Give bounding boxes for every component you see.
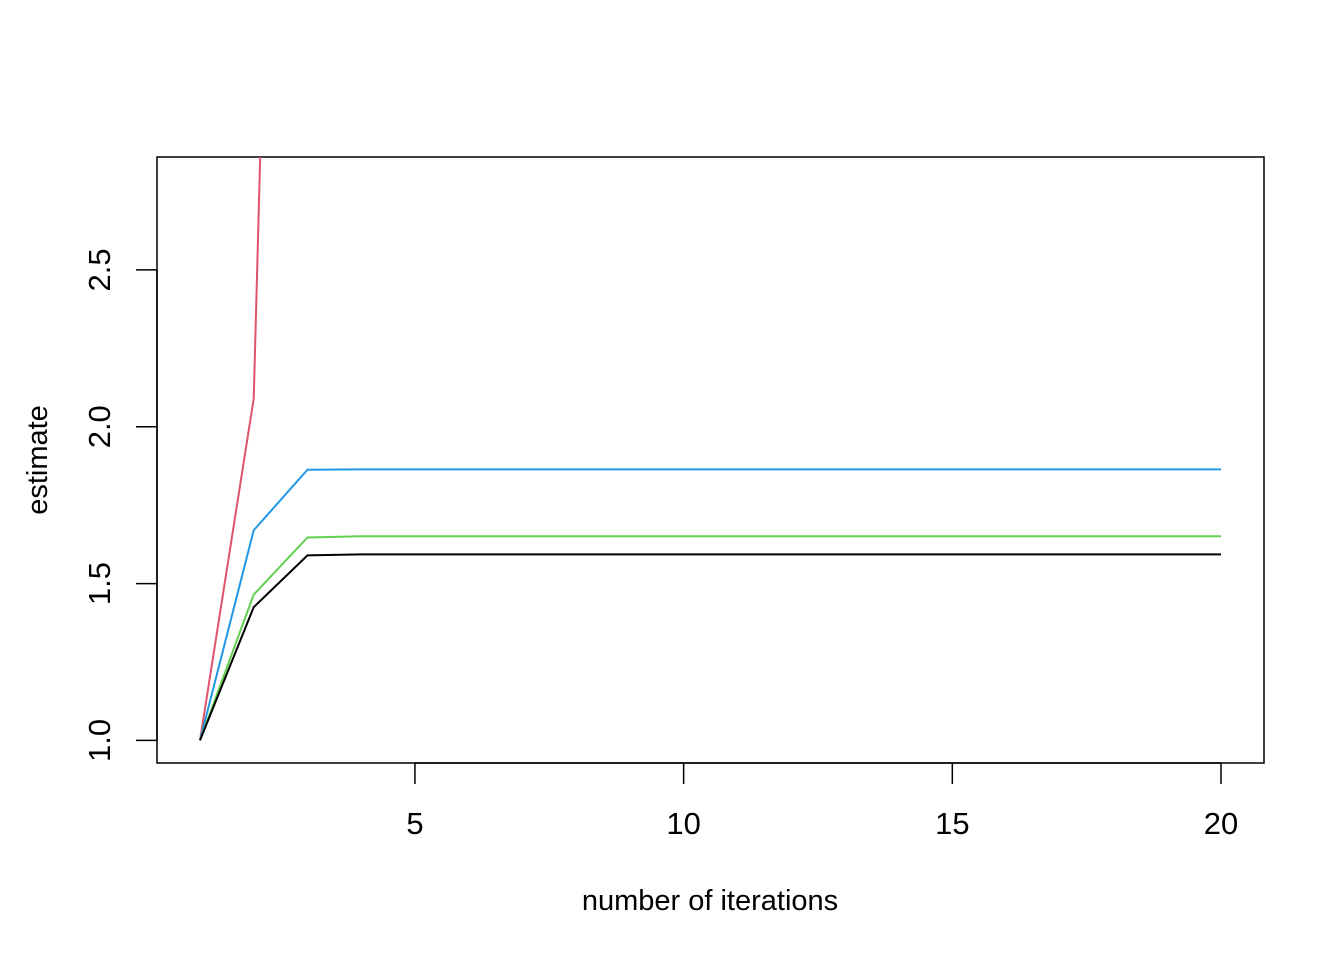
y-axis: 1.0 1.5 2.0 2.5 bbox=[82, 248, 158, 762]
x-tick-label: 10 bbox=[666, 806, 700, 841]
series-line-2 bbox=[199, 468, 1222, 741]
x-axis-label: number of iterations bbox=[582, 885, 838, 917]
x-tick-label: 15 bbox=[935, 806, 969, 841]
series-line-4 bbox=[199, 553, 1222, 741]
x-tick-label: 20 bbox=[1204, 806, 1238, 841]
x-tick-label: 5 bbox=[406, 806, 423, 841]
x-axis: 5 10 15 20 bbox=[406, 762, 1238, 841]
series-line-3 bbox=[199, 535, 1222, 741]
y-tick-label: 2.0 bbox=[82, 405, 117, 448]
y-tick-label: 1.0 bbox=[82, 719, 117, 762]
series-line-1 bbox=[199, 157, 262, 741]
y-tick-label: 1.5 bbox=[82, 562, 117, 605]
series-layer bbox=[199, 157, 1222, 741]
y-tick-label: 2.5 bbox=[82, 248, 117, 291]
plot-area-border bbox=[156, 156, 1265, 764]
y-axis-label: estimate bbox=[22, 405, 54, 515]
